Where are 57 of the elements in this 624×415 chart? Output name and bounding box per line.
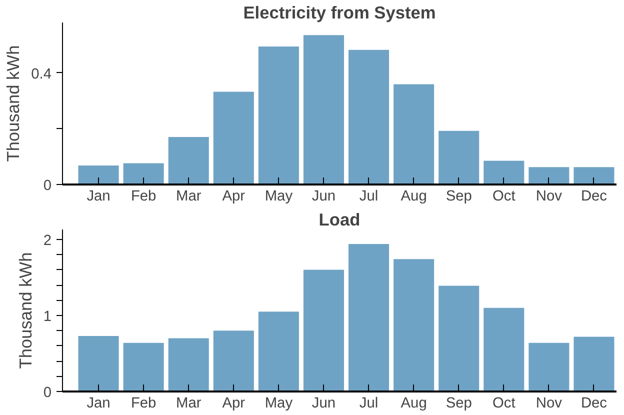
x-tick-label: Sep xyxy=(446,188,472,204)
bar xyxy=(303,35,344,184)
x-tick-label: Mar xyxy=(176,396,202,412)
x-tick-label: Jul xyxy=(359,396,378,412)
bar xyxy=(574,336,614,392)
bar xyxy=(348,244,390,392)
bar xyxy=(438,286,480,392)
x-tick-label: Jan xyxy=(86,396,110,412)
bar xyxy=(574,167,614,184)
x-tick-label: Oct xyxy=(492,188,516,204)
x-tick-label: Feb xyxy=(130,396,156,412)
x-tick-label: Jun xyxy=(312,188,336,204)
bar xyxy=(528,342,570,392)
x-tick-label: Nov xyxy=(536,396,563,412)
y-tick-label: 0.4 xyxy=(31,66,52,82)
bar xyxy=(528,167,570,184)
x-tick-label: Feb xyxy=(130,188,156,204)
x-tick-label: Nov xyxy=(536,188,563,204)
bar xyxy=(484,160,524,184)
x-tick-label: Dec xyxy=(580,188,608,204)
bar xyxy=(213,92,254,184)
bar xyxy=(123,342,164,392)
x-tick-label: Apr xyxy=(222,396,246,412)
y-axis-title: Thousand kWh xyxy=(3,45,24,162)
x-tick-label: Oct xyxy=(492,396,516,412)
x-tick-label: May xyxy=(264,396,294,412)
x-tick-label: Apr xyxy=(222,188,246,204)
chart-title: Electricity from System xyxy=(243,2,436,22)
bar xyxy=(123,163,164,184)
x-tick-label: Mar xyxy=(176,188,202,204)
bar xyxy=(258,312,299,392)
y-tick-label: 0 xyxy=(43,178,52,194)
y-axis-title: Thousand kWh xyxy=(15,252,36,369)
x-tick-label: Sep xyxy=(446,396,472,412)
x-tick-label: Aug xyxy=(400,396,427,412)
x-tick-label: Jun xyxy=(312,396,336,412)
bar xyxy=(348,50,390,184)
bar xyxy=(303,270,344,392)
bar xyxy=(394,84,434,184)
x-tick-label: Dec xyxy=(580,396,608,412)
bar xyxy=(484,308,524,392)
y-tick-label: 0 xyxy=(43,385,52,401)
bar xyxy=(394,259,434,392)
y-tick-label: 1 xyxy=(43,308,52,325)
bar xyxy=(213,330,254,392)
bar xyxy=(168,338,209,392)
chart-title: Load xyxy=(318,210,360,230)
bar xyxy=(168,137,209,184)
x-tick-label: Jan xyxy=(86,188,110,204)
bar xyxy=(78,166,119,184)
bar xyxy=(258,46,299,184)
x-tick-label: Aug xyxy=(400,188,427,204)
bar xyxy=(78,336,119,392)
x-tick-label: May xyxy=(264,188,294,204)
x-tick-label: Jul xyxy=(359,188,378,204)
y-tick-label: 2 xyxy=(43,232,52,249)
bar xyxy=(438,130,480,184)
